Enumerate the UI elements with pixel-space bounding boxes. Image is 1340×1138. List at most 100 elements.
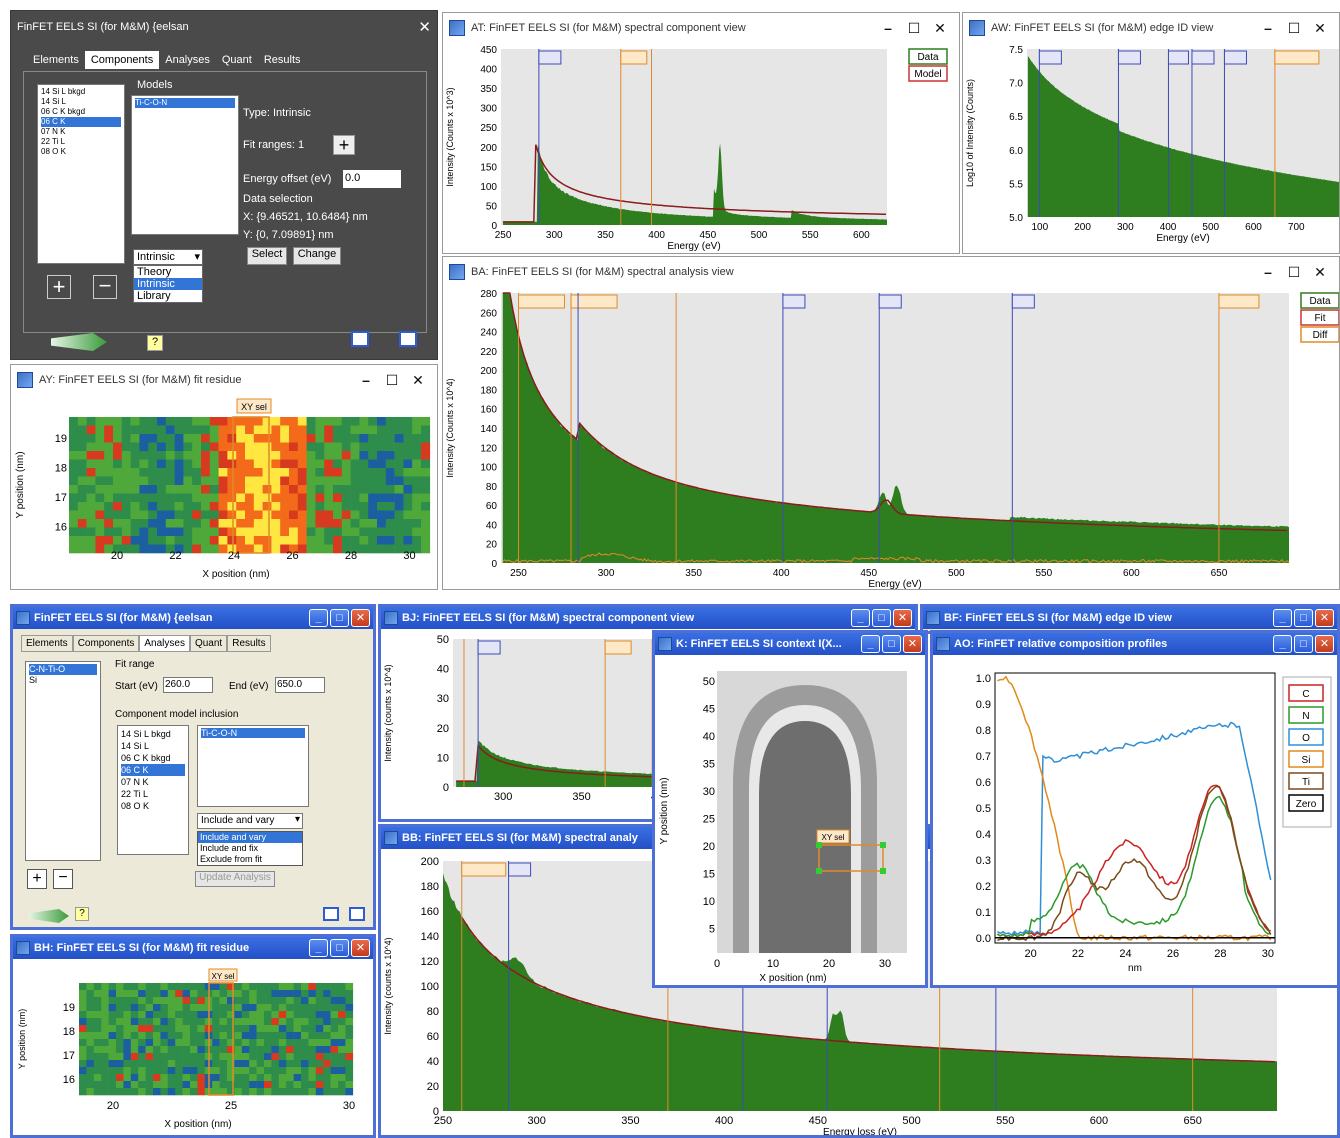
list-item[interactable]: 07 N K — [121, 777, 149, 787]
close-icon[interactable]: ✕ — [1315, 635, 1334, 653]
option-intrinsic[interactable]: Intrinsic — [134, 278, 202, 290]
ba-plot[interactable]: 2802602402202001801601401201008060402002… — [443, 287, 1339, 589]
add-button[interactable]: + — [27, 869, 47, 889]
ay-titlebar[interactable]: AY: FinFET EELS SI (for M&M) fit residue… — [11, 365, 437, 395]
arrow-icon[interactable] — [51, 333, 107, 351]
minimize-icon[interactable]: _ — [309, 609, 328, 627]
minimize-icon[interactable]: _ — [1273, 609, 1292, 627]
bl-titlebar[interactable]: FinFET EELS SI (for M&M) {eelsan _ □ ✕ — [13, 607, 373, 629]
list-item[interactable]: 14 Si L bkgd — [41, 87, 86, 96]
change-button[interactable]: Change — [293, 247, 341, 265]
help-button[interactable]: ? — [147, 335, 163, 351]
list-item[interactable]: 06 C K — [41, 117, 121, 127]
model-list[interactable]: Ti-C-O-N — [197, 725, 309, 807]
aw-titlebar[interactable]: AW: FinFET EELS SI (for M&M) edge ID vie… — [963, 13, 1339, 43]
close-icon[interactable]: ✕ — [1314, 19, 1326, 36]
maximize-icon[interactable]: □ — [872, 609, 891, 627]
maximize-icon[interactable]: □ — [330, 939, 349, 957]
tab-elements[interactable]: Elements — [21, 635, 73, 652]
maximize-icon[interactable]: □ — [1294, 609, 1313, 627]
list-item[interactable]: 06 C K bkgd — [121, 753, 171, 763]
maximize-icon[interactable]: □ — [330, 609, 349, 627]
select-button[interactable]: Select — [247, 247, 287, 265]
analysis-list[interactable]: C-N-Ti-O Si — [25, 661, 101, 861]
list-item[interactable]: 07 N K — [41, 127, 66, 136]
bj-titlebar[interactable]: BJ: FinFET EELS SI (for M&M) spectral co… — [381, 607, 915, 629]
models-list[interactable]: Ti-C-O-N — [131, 95, 239, 235]
top-dialog-titlebar[interactable]: FinFET EELS SI (for M&M) {eelsan ✕ — [11, 11, 437, 43]
window-icon[interactable] — [349, 907, 365, 921]
maximize-icon[interactable]: □ — [1294, 635, 1313, 653]
export-icon[interactable] — [351, 331, 369, 347]
minimize-icon[interactable]: – — [362, 372, 370, 388]
offset-input[interactable]: 0.0 — [343, 170, 401, 188]
tab-results[interactable]: Results — [227, 635, 271, 652]
list-item[interactable]: 14 Si L — [41, 97, 66, 106]
list-item[interactable]: 22 Ti L — [121, 789, 149, 799]
close-icon[interactable]: ✕ — [418, 19, 431, 36]
update-analysis-button[interactable]: Update Analysis — [195, 871, 275, 887]
close-icon[interactable]: ✕ — [903, 635, 922, 653]
maximize-icon[interactable]: ☐ — [1287, 19, 1301, 36]
close-icon[interactable]: ✕ — [1315, 609, 1334, 627]
end-input[interactable]: 650.0 — [275, 677, 325, 693]
start-input[interactable]: 260.0 — [163, 677, 213, 693]
help-button[interactable]: ? — [75, 907, 89, 921]
option-exclude[interactable]: Exclude from fit — [200, 854, 263, 864]
ba-titlebar[interactable]: BA: FinFET EELS SI (for M&M) spectral an… — [443, 257, 1339, 287]
tab-analyses[interactable]: Analyses — [165, 54, 210, 66]
k-titlebar[interactable]: K: FinFET EELS SI context I(X... _ □ ✕ — [655, 633, 925, 655]
maximize-icon[interactable]: □ — [882, 635, 901, 653]
tab-components[interactable]: Components — [72, 635, 140, 652]
tab-results[interactable]: Results — [263, 54, 301, 66]
export-icon[interactable] — [323, 907, 339, 921]
ao-titlebar[interactable]: AO: FinFET relative composition profiles… — [933, 633, 1337, 655]
remove-button[interactable]: − — [53, 869, 73, 889]
maximize-icon[interactable]: ☐ — [1287, 263, 1301, 280]
arrow-icon[interactable] — [29, 909, 69, 923]
list-item[interactable]: 08 O K — [41, 147, 66, 156]
list-item[interactable]: 06 C K — [121, 764, 185, 776]
list-item[interactable]: Si — [29, 675, 38, 685]
minimize-icon[interactable]: – — [884, 20, 892, 36]
list-item[interactable]: 22 Ti L — [41, 137, 66, 146]
remove-component-button[interactable]: − — [93, 275, 117, 299]
window-icon[interactable] — [399, 331, 417, 347]
tab-components[interactable]: Components — [84, 51, 160, 69]
tab-analyses[interactable]: Analyses — [139, 635, 190, 652]
list-item[interactable]: Ti-C-O-N — [201, 728, 305, 738]
at-titlebar[interactable]: AT: FinFET EELS SI (for M&M) spectral co… — [443, 13, 959, 43]
minimize-icon[interactable]: _ — [851, 609, 870, 627]
minimize-icon[interactable]: _ — [1273, 635, 1292, 653]
tab-quant[interactable]: Quant — [221, 54, 252, 66]
minimize-icon[interactable]: – — [1264, 264, 1272, 280]
option-theory[interactable]: Theory — [137, 266, 172, 278]
component-list[interactable]: 14 Si L bkgd 14 Si L 06 C K bkgd 06 C K … — [117, 725, 189, 855]
list-item[interactable]: C-N-Ti-O — [29, 664, 97, 675]
ao-plot[interactable]: 1.00.90.80.70.60.50.40.30.20.10.020 22 24 2… — [933, 655, 1337, 985]
list-item[interactable]: 14 Si L bkgd — [121, 729, 171, 739]
inclusion-dropdown[interactable]: Include and vary ▾ — [197, 813, 303, 829]
option-include-fix[interactable]: Include and fix — [200, 843, 259, 853]
bh-titlebar[interactable]: BH: FinFET EELS SI (for M&M) fit residue… — [13, 937, 373, 959]
close-icon[interactable]: ✕ — [351, 939, 370, 957]
close-icon[interactable]: ✕ — [934, 19, 946, 36]
tab-quant[interactable]: Quant — [189, 635, 228, 652]
list-item[interactable]: 06 C K bkgd — [41, 107, 86, 116]
minimize-icon[interactable]: _ — [309, 939, 328, 957]
minimize-icon[interactable]: _ — [861, 635, 880, 653]
close-icon[interactable]: ✕ — [893, 609, 912, 627]
maximize-icon[interactable]: ☐ — [907, 19, 921, 36]
list-item[interactable]: 14 Si L — [121, 741, 150, 751]
close-icon[interactable]: ✕ — [351, 609, 370, 627]
maximize-icon[interactable]: ☐ — [385, 371, 399, 388]
tab-elements[interactable]: Elements — [33, 54, 79, 66]
component-list[interactable]: 14 Si L bkgd 14 Si L 06 C K bkgd 06 C K … — [37, 84, 125, 264]
add-fit-range-button[interactable]: + — [333, 135, 355, 155]
type-dropdown[interactable]: Intrinsic ▾ — [133, 249, 203, 265]
minimize-icon[interactable]: – — [1264, 20, 1272, 36]
bf-titlebar[interactable]: BF: FinFET EELS SI (for M&M) edge ID vie… — [923, 607, 1337, 629]
